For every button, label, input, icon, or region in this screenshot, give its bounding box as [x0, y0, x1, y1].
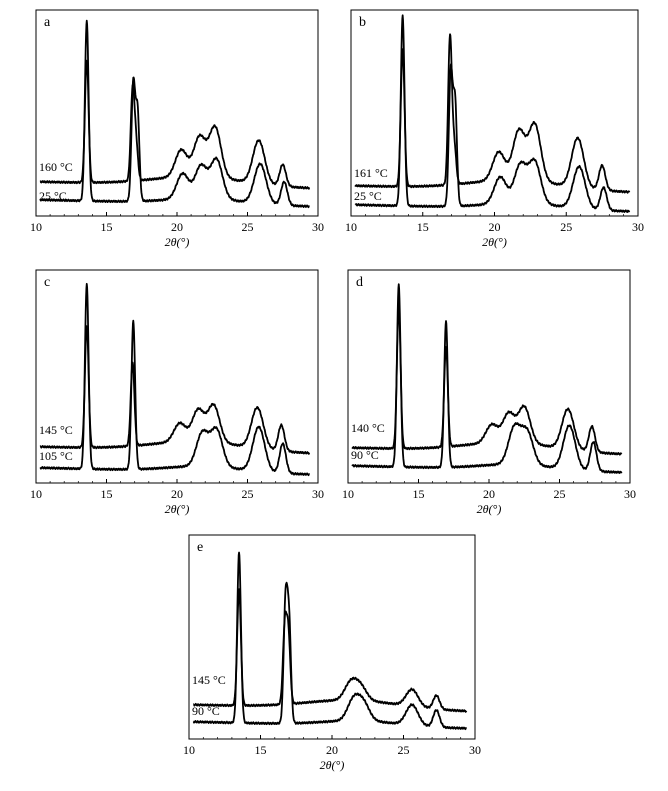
x-tick-label: 30 [312, 220, 324, 234]
x-tick-label: 10 [30, 220, 42, 234]
xrd-trace-low-temp [39, 19, 311, 209]
series-label: 145 °C [39, 423, 73, 437]
plot-frame [347, 269, 631, 484]
x-tick-label: 25 [554, 487, 566, 501]
x-axis-label: 2θ(°) [165, 502, 190, 516]
x-axis-label: 2θ(°) [477, 502, 502, 516]
x-tick-label: 15 [255, 743, 267, 757]
panel-letter: d [356, 275, 363, 290]
x-tick-label: 20 [489, 220, 501, 234]
series-label: 105 °C [39, 449, 73, 463]
x-tick-label: 20 [326, 743, 338, 757]
x-tick-label: 25 [560, 220, 572, 234]
series-label: 90 °C [192, 704, 220, 718]
x-tick-label: 25 [242, 487, 254, 501]
series-label: 90 °C [351, 448, 379, 462]
x-tick-label: 25 [398, 743, 410, 757]
panel-c: 10 15 20 25 30 2θ(°) c 145 °C 105 °C [30, 269, 324, 516]
series-label: 161 °C [354, 166, 388, 180]
xrd-trace-low-temp [354, 14, 631, 213]
x-tick-label: 20 [483, 487, 495, 501]
x-axis-label: 2θ(°) [482, 235, 507, 249]
x-tick-label: 15 [413, 487, 425, 501]
xrd-trace-low-temp [192, 551, 467, 731]
x-tick-label: 30 [312, 487, 324, 501]
panel-letter: c [44, 275, 50, 290]
plot-frame [188, 534, 476, 740]
series-label: 25 °C [39, 189, 67, 203]
panel-letter: b [359, 15, 366, 30]
panel-d: 10 15 20 25 30 2θ(°) d 140 °C 90 °C [342, 269, 636, 516]
x-tick-label: 15 [417, 220, 429, 234]
x-tick-label: 10 [30, 487, 42, 501]
panel-letter: a [44, 15, 51, 30]
xrd-trace-high-temp [351, 305, 623, 456]
x-tick-label: 10 [183, 743, 195, 757]
panel-b: 10 15 20 25 30 2θ(°) b 161 °C 25 °C [345, 9, 644, 249]
x-tick-label: 10 [345, 220, 357, 234]
xrd-trace-low-temp [39, 282, 311, 477]
xrd-trace-high-temp [192, 588, 468, 713]
x-tick-label: 30 [624, 487, 636, 501]
xrd-trace-high-temp [39, 59, 311, 190]
series-label: 25 °C [354, 189, 382, 203]
x-axis-label: 2θ(°) [320, 758, 345, 772]
x-tick-label: 15 [101, 487, 113, 501]
x-tick-label: 20 [171, 220, 183, 234]
panel-letter: e [197, 540, 203, 555]
x-tick-label: 25 [242, 220, 254, 234]
x-tick-label: 30 [469, 743, 481, 757]
x-tick-label: 10 [342, 487, 354, 501]
x-tick-label: 20 [171, 487, 183, 501]
xrd-trace-high-temp [354, 33, 631, 194]
x-tick-label: 30 [632, 220, 644, 234]
xrd-trace-low-temp [351, 283, 623, 474]
xrd-trace-high-temp [39, 325, 311, 455]
x-tick-label: 15 [101, 220, 113, 234]
series-label: 145 °C [192, 673, 226, 687]
panel-a: 10 15 20 25 30 2θ(°) a 160 °C 25 °C [30, 9, 324, 249]
series-label: 160 °C [39, 160, 73, 174]
plot-frame [35, 269, 319, 484]
panel-e: 10 15 20 25 30 2θ(°) e 145 °C 90 °C [183, 534, 481, 772]
series-label: 140 °C [351, 421, 385, 435]
x-axis-label: 2θ(°) [165, 235, 190, 249]
